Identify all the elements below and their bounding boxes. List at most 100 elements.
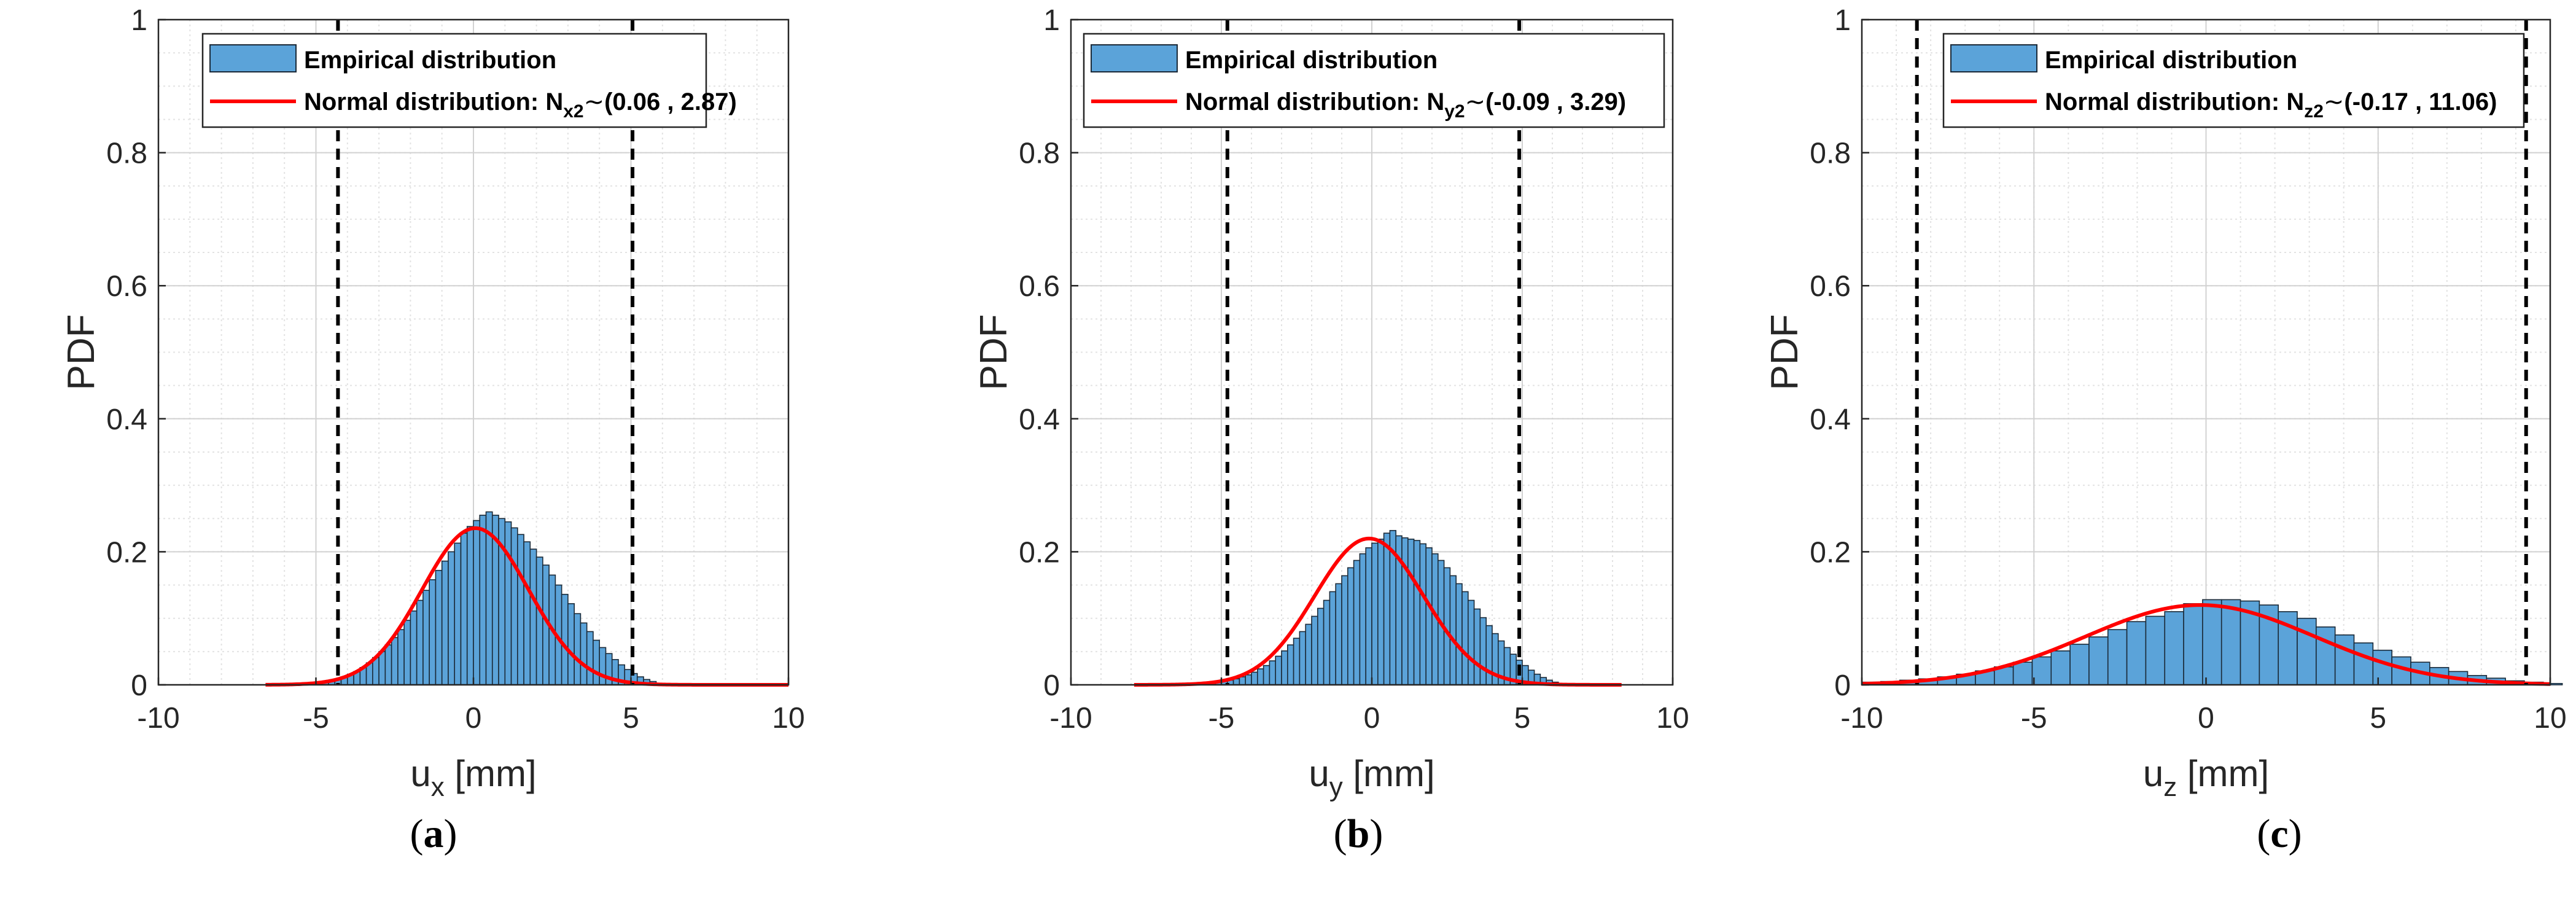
histogram-bar xyxy=(1305,623,1312,685)
histogram-bar xyxy=(479,515,487,685)
legend-hist-label: Empirical distribution xyxy=(304,47,556,74)
histogram-bar xyxy=(523,541,531,685)
histogram-bar xyxy=(510,527,518,685)
histogram-bar xyxy=(378,651,386,685)
histogram-bar xyxy=(441,560,449,685)
y-axis-label: PDF xyxy=(1764,314,1806,391)
y-tick-label: 0.6 xyxy=(106,270,147,303)
histogram-bar xyxy=(2220,599,2241,685)
histogram-bar xyxy=(1299,631,1306,685)
histogram-bar xyxy=(1413,540,1421,685)
histogram-bar xyxy=(485,511,493,685)
legend: Empirical distribution Normal distributio… xyxy=(1942,33,2525,128)
caption-a: (a) xyxy=(410,811,457,856)
y-tick-label: 0.2 xyxy=(106,536,147,569)
histogram-bar xyxy=(2164,611,2184,685)
x-tick-label: 10 xyxy=(2534,702,2566,735)
x-tick-label: 5 xyxy=(623,702,639,735)
histogram-bar xyxy=(1311,615,1318,685)
legend: Empirical distribution Normal distributio… xyxy=(1083,33,1665,128)
legend-fit-label: Normal distribution: Nx2∼(0.06 , 2.87) xyxy=(304,88,737,122)
histogram-bar xyxy=(586,631,594,685)
histogram-bar xyxy=(1383,533,1391,685)
histogram-bar xyxy=(2069,644,2090,685)
histogram-bar xyxy=(1371,542,1379,685)
y-axis-label: PDF xyxy=(973,314,1015,391)
histogram-bar xyxy=(435,569,443,685)
histogram-bar xyxy=(1323,599,1331,685)
histogram-bar xyxy=(466,526,474,685)
x-tick-label: 10 xyxy=(772,702,804,735)
histogram-bar xyxy=(410,610,418,685)
histogram-bar xyxy=(2145,615,2166,685)
histogram-bar xyxy=(429,579,437,685)
histogram-bar xyxy=(1485,625,1493,685)
chart-panel-b: -10 -5 0 5 10 0 0.2 0.4 0.6 0.8 1 uy [mm] PDF Empiric… xyxy=(973,4,1689,802)
histogram-bar xyxy=(1335,583,1342,685)
histogram-bar xyxy=(504,521,512,685)
y-axis-label: PDF xyxy=(60,314,103,391)
x-tick-label: -10 xyxy=(137,702,179,735)
caption-c: (c) xyxy=(2257,811,2302,856)
histogram-bar xyxy=(593,639,601,685)
histogram-bar xyxy=(2050,650,2071,685)
histogram-bar xyxy=(403,620,411,685)
x-tick-label: -5 xyxy=(303,702,329,735)
legend-box xyxy=(1083,33,1665,128)
histogram-bar xyxy=(1281,650,1288,685)
histogram-bar xyxy=(2088,636,2109,685)
histogram-bar xyxy=(580,622,588,685)
x-tick-label: 0 xyxy=(1364,702,1380,735)
chart-panel-a: -10 -5 0 5 10 0 0.2 0.4 0.6 0.8 1 ux [mm] PDF Empiric… xyxy=(60,4,805,802)
y-tick-label: 0.2 xyxy=(1019,536,1060,569)
y-tick-label: 0.4 xyxy=(106,404,147,436)
histogram-bar xyxy=(517,534,524,685)
histogram-bar xyxy=(1317,607,1325,685)
y-tick-label: 1 xyxy=(131,4,147,37)
histogram-bar xyxy=(1341,575,1348,685)
y-tick-label: 0.6 xyxy=(1810,270,1851,303)
chart-panel-c: -10 -5 0 5 10 0 0.2 0.4 0.6 0.8 1 uz [mm] PDF Empiric… xyxy=(1764,4,2567,802)
x-axis-label: ux [mm] xyxy=(410,753,536,802)
histogram-bar xyxy=(2316,626,2336,685)
histogram-bar xyxy=(1419,543,1426,685)
histogram-bar xyxy=(2202,599,2222,685)
x-tick-label: -10 xyxy=(1840,702,1883,735)
histogram-bar xyxy=(2107,629,2128,685)
histogram-bar xyxy=(1359,553,1366,685)
legend-hist-label: Empirical distribution xyxy=(2045,47,2297,74)
legend-hist-swatch xyxy=(1950,44,2037,72)
histogram-bar xyxy=(1329,591,1336,685)
histogram-bar xyxy=(1479,617,1487,685)
legend-hist-swatch xyxy=(1091,44,1178,72)
histogram-bar xyxy=(1353,560,1361,685)
histogram-bar xyxy=(1251,671,1258,685)
y-tick-label: 0.4 xyxy=(1810,404,1851,436)
histogram-bar xyxy=(2297,617,2317,685)
x-tick-label: 10 xyxy=(1656,702,1689,735)
histogram-bar xyxy=(2126,621,2147,685)
histogram-bar xyxy=(599,647,607,685)
histogram-bar xyxy=(416,599,424,685)
histogram-bar xyxy=(1401,537,1409,685)
x-tick-label: 0 xyxy=(2198,702,2214,735)
histogram-bar xyxy=(1407,539,1415,685)
y-tick-label: 0 xyxy=(131,669,147,702)
x-tick-label: -5 xyxy=(1208,702,1235,735)
y-tick-label: 0.2 xyxy=(1810,536,1851,569)
histogram-bar xyxy=(1257,668,1264,685)
x-tick-label: -10 xyxy=(1049,702,1092,735)
histogram-bar xyxy=(1473,608,1481,685)
histogram-bar xyxy=(2012,661,2033,685)
histogram-bar xyxy=(1287,644,1294,685)
legend-fit-label: Normal distribution: Ny2∼(-0.09 , 3.29) xyxy=(1185,88,1626,122)
histogram-bar xyxy=(1449,575,1457,685)
y-tick-label: 0.6 xyxy=(1019,270,1060,303)
histogram-bar xyxy=(1293,638,1301,685)
x-axis-label: uz [mm] xyxy=(2143,753,2269,802)
histogram-bar xyxy=(1269,660,1276,685)
normal-fit-curve xyxy=(1134,536,1622,687)
y-tick-label: 1 xyxy=(1043,4,1060,37)
histogram-bar xyxy=(2334,634,2355,685)
